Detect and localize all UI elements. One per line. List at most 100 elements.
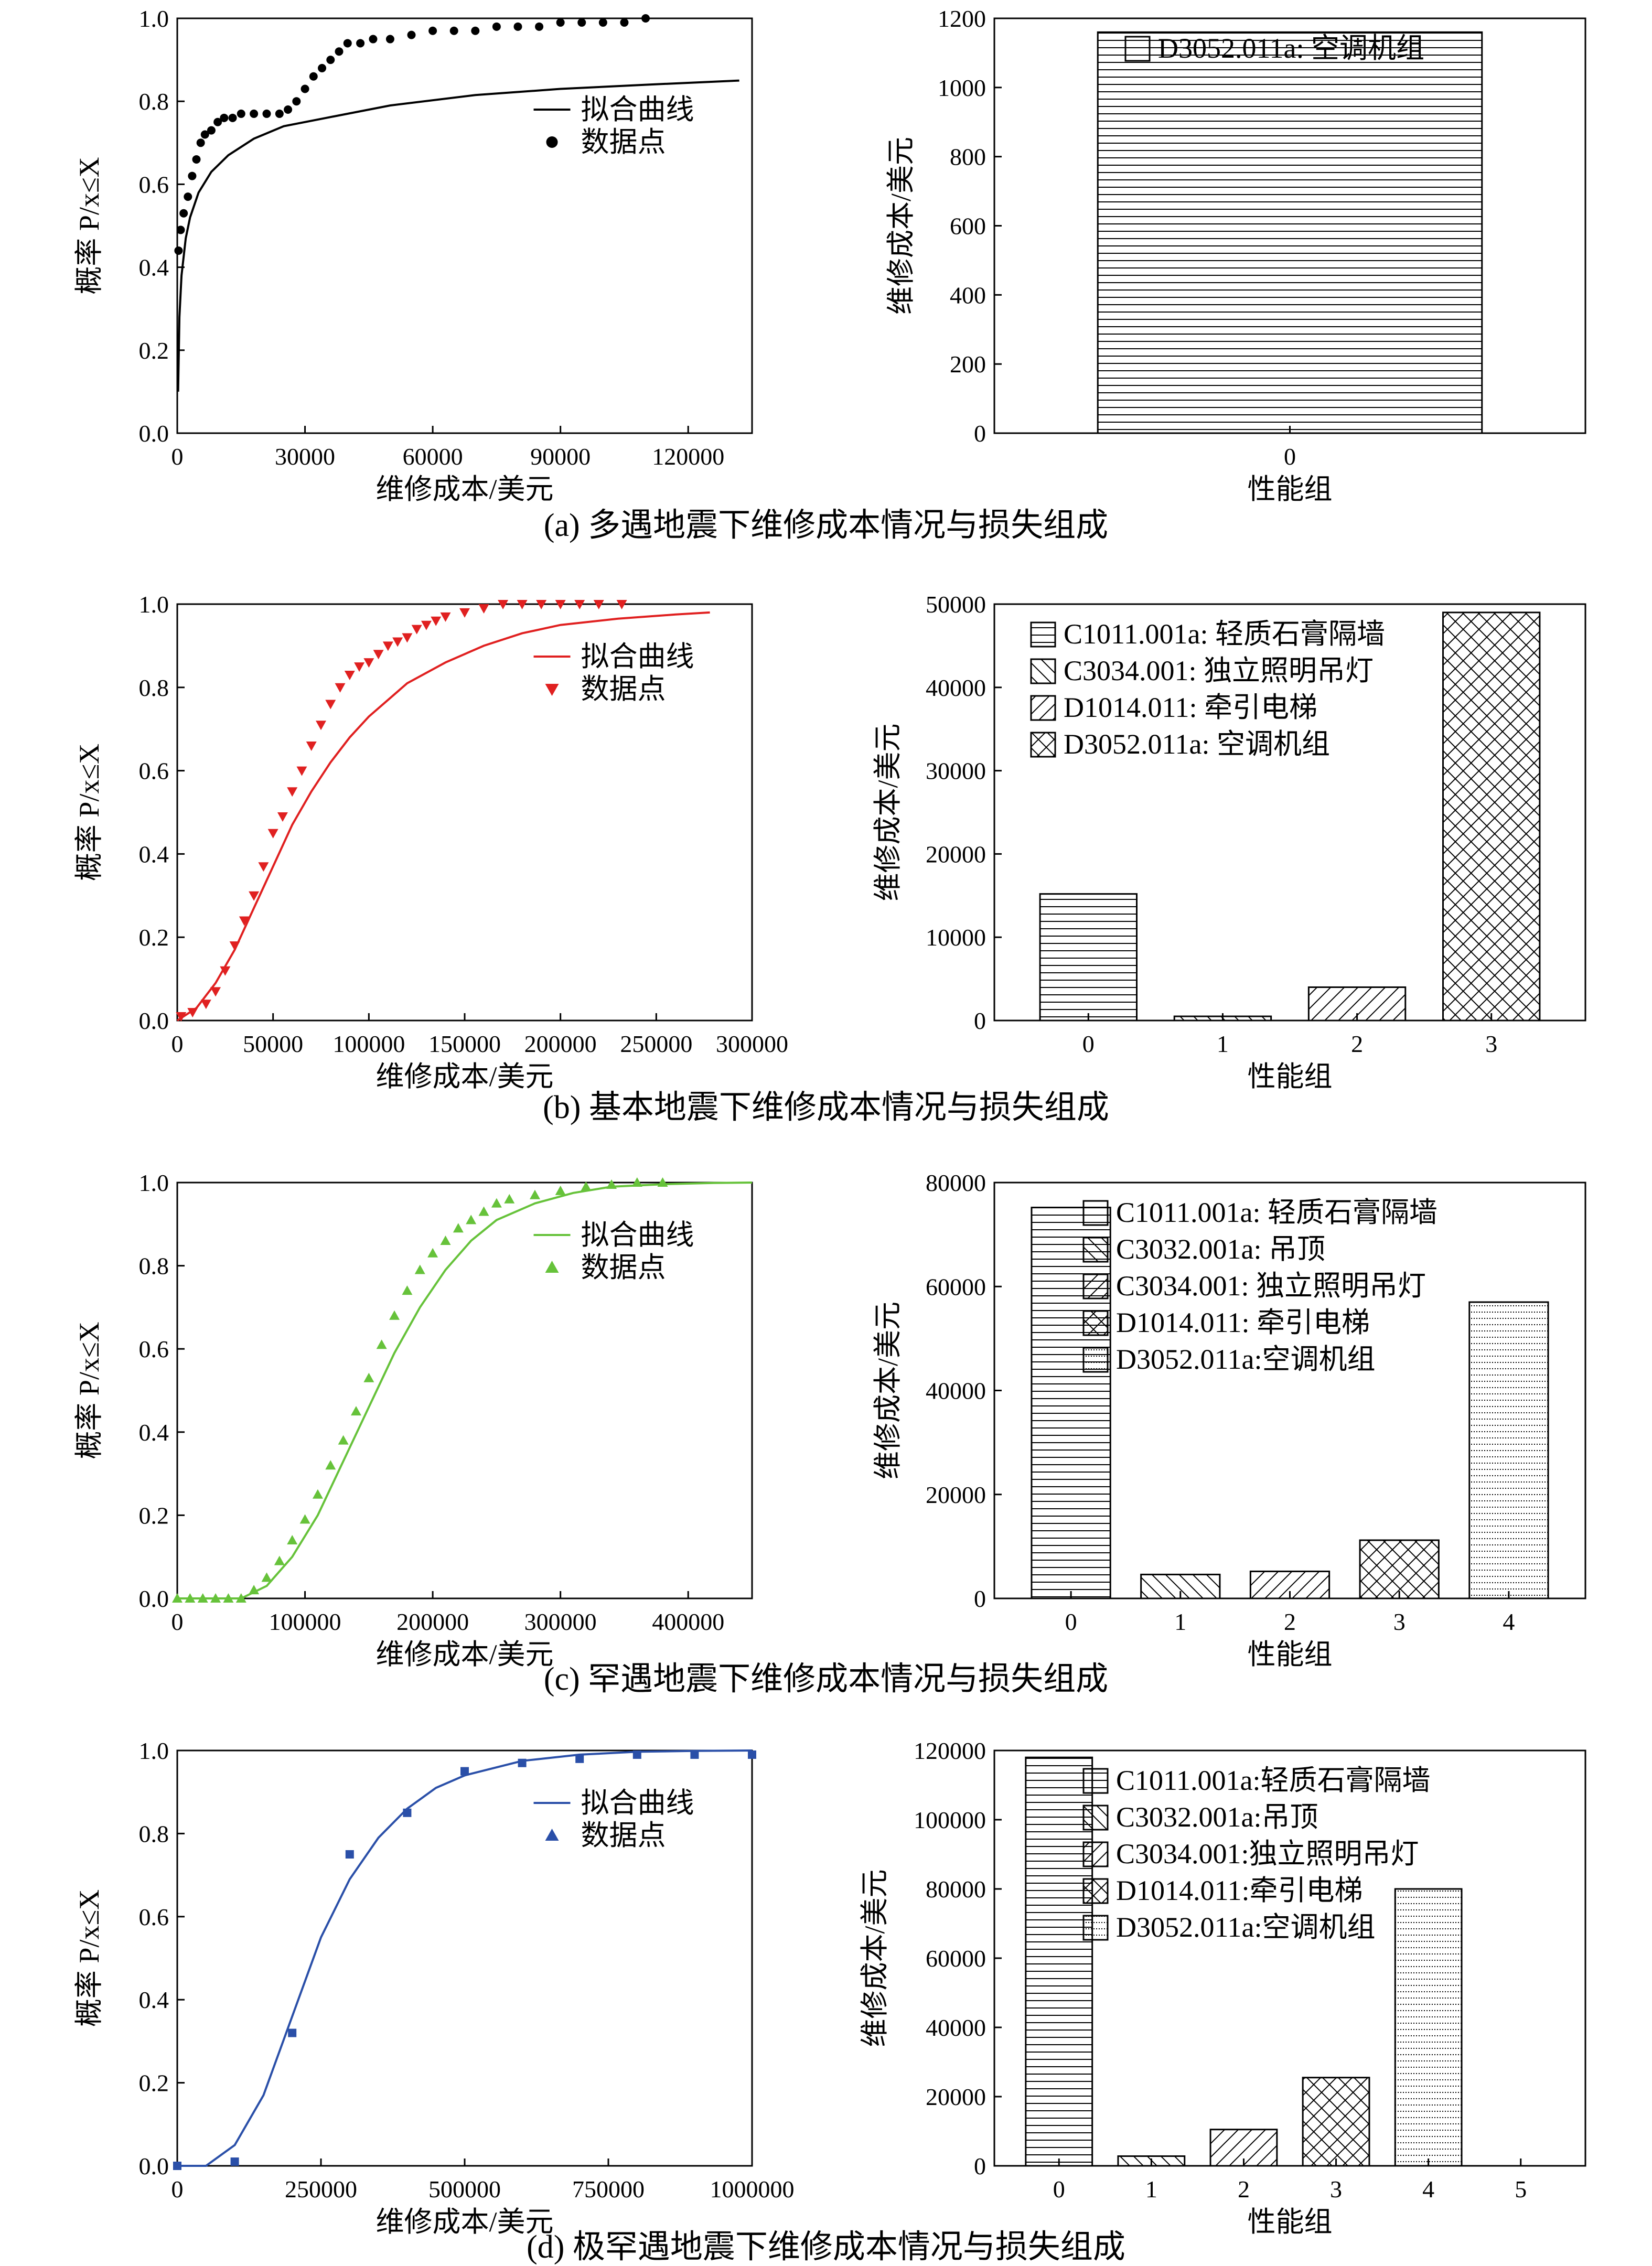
data-point <box>431 616 442 626</box>
x-axis-label: 性能组 <box>1248 1639 1333 1670</box>
x-tick-label: 50000 <box>243 1030 303 1057</box>
y-axis-label: 概率 P/x≤X <box>73 744 105 881</box>
x-tick-label: 250000 <box>620 1030 692 1057</box>
y-tick-label: 40000 <box>926 1378 986 1404</box>
data-point <box>402 1285 413 1295</box>
y-tick-label: 0 <box>974 420 986 447</box>
data-point <box>536 600 547 609</box>
legend-swatch <box>1082 1768 1109 1794</box>
data-point <box>354 662 365 672</box>
legend-swatch <box>1030 695 1056 721</box>
data-point <box>197 1593 208 1603</box>
y-tick-label: 60000 <box>926 1273 986 1300</box>
data-point <box>453 1223 464 1233</box>
x-tick-label: 400000 <box>652 1608 724 1635</box>
data-point <box>363 658 374 668</box>
legend-label: 数据点 <box>581 1252 666 1283</box>
legend-swatch <box>1030 732 1056 758</box>
x-tick-label: 3 <box>1330 2176 1342 2203</box>
legend-label: D3052.011a: 空调机组 <box>1158 33 1424 64</box>
y-tick-label: 80000 <box>926 1876 986 1903</box>
bar <box>1039 893 1138 1022</box>
x-tick-label: 0 <box>1082 1030 1095 1057</box>
data-point <box>250 109 259 118</box>
x-tick-label: 4 <box>1422 2176 1434 2203</box>
data-point <box>382 641 393 651</box>
data-point <box>249 891 260 901</box>
y-tick-label: 30000 <box>926 758 986 785</box>
y-tick-label: 0.4 <box>139 254 169 281</box>
data-point <box>179 209 188 218</box>
data-point <box>184 192 192 201</box>
legend-label: 数据点 <box>581 1820 666 1851</box>
legend-label: D1014.011: 牵引电梯 <box>1064 692 1317 723</box>
x-tick-label: 200000 <box>524 1030 597 1057</box>
data-point <box>690 1750 699 1759</box>
data-point <box>223 1593 234 1603</box>
y-tick-label: 1.0 <box>139 5 169 32</box>
data-point <box>275 109 284 118</box>
legend-label: D1014.011: 牵引电梯 <box>1116 1307 1370 1338</box>
y-tick-label: 0.8 <box>139 674 169 701</box>
data-point <box>748 1750 756 1759</box>
legend-label: 拟合曲线 <box>581 641 694 672</box>
data-point <box>411 625 422 635</box>
x-tick-label: 90000 <box>530 443 591 470</box>
legend-swatch <box>1030 658 1056 684</box>
data-point <box>504 1194 515 1204</box>
x-tick-label: 200000 <box>396 1608 469 1635</box>
y-tick-label: 10000 <box>926 924 986 951</box>
data-point <box>292 97 301 106</box>
x-tick-label: 100000 <box>332 1030 405 1057</box>
data-point <box>577 18 586 27</box>
legend-swatch <box>1082 1841 1109 1867</box>
data-point <box>287 1534 298 1544</box>
data-point <box>492 22 501 31</box>
y-tick-label: 0.0 <box>139 1585 169 1612</box>
data-point <box>620 18 629 27</box>
caption-a: (a) 多遇地震下维修成本情况与损失组成 <box>544 508 1108 543</box>
legend-label: C3032.001a:吊顶 <box>1116 1801 1318 1833</box>
x-tick-label: 1 <box>1145 2176 1157 2203</box>
data-point <box>513 22 522 31</box>
y-tick-label: 100000 <box>914 1807 986 1833</box>
data-point <box>306 741 317 751</box>
data-point <box>616 600 627 609</box>
y-tick-label: 0.2 <box>139 1502 169 1529</box>
data-point <box>529 1189 540 1199</box>
legend-label: D3052.011a:空调机组 <box>1116 1344 1375 1375</box>
legend-label: D3052.011a:空调机组 <box>1116 1911 1375 1943</box>
y-tick-label: 0.4 <box>139 1986 169 2013</box>
data-point <box>631 1177 642 1187</box>
caption-d: (d) 极罕遇地震下维修成本情况与损失组成 <box>527 2229 1125 2265</box>
y-tick-label: 50000 <box>926 591 986 618</box>
legend-label: C3034.001: 独立照明吊灯 <box>1064 655 1374 686</box>
bar <box>1307 986 1407 1022</box>
data-point <box>318 63 327 72</box>
plot-frame <box>176 17 753 434</box>
x-tick-label: 4 <box>1503 1608 1515 1635</box>
y-tick-label: 0.2 <box>139 924 169 951</box>
y-tick-label: 0.8 <box>139 1253 169 1280</box>
data-point <box>335 47 344 56</box>
y-axis-label: 维修成本/美元 <box>885 137 917 315</box>
x-tick-label: 0 <box>171 2176 184 2203</box>
legend-label: 数据点 <box>581 673 666 705</box>
data-point <box>440 612 451 622</box>
bar <box>1442 611 1541 1022</box>
x-axis-label: 维修成本/美元 <box>376 474 553 505</box>
y-tick-label: 0.6 <box>139 171 169 198</box>
bar <box>1117 2155 1186 2167</box>
data-point <box>326 56 335 65</box>
data-point <box>237 109 245 118</box>
data-point <box>185 1593 196 1603</box>
legend-marker <box>545 1261 559 1273</box>
y-tick-label: 0.2 <box>139 337 169 364</box>
x-tick-label: 30000 <box>275 443 335 470</box>
data-point <box>299 1514 310 1524</box>
x-tick-label: 0 <box>171 1030 184 1057</box>
y-tick-label: 1.0 <box>139 591 169 618</box>
y-tick-label: 800 <box>950 144 986 170</box>
legend-label: C1011.001a: 轻质石膏隔墙 <box>1064 618 1385 650</box>
y-axis-label: 概率 P/x≤X <box>73 1889 105 2027</box>
